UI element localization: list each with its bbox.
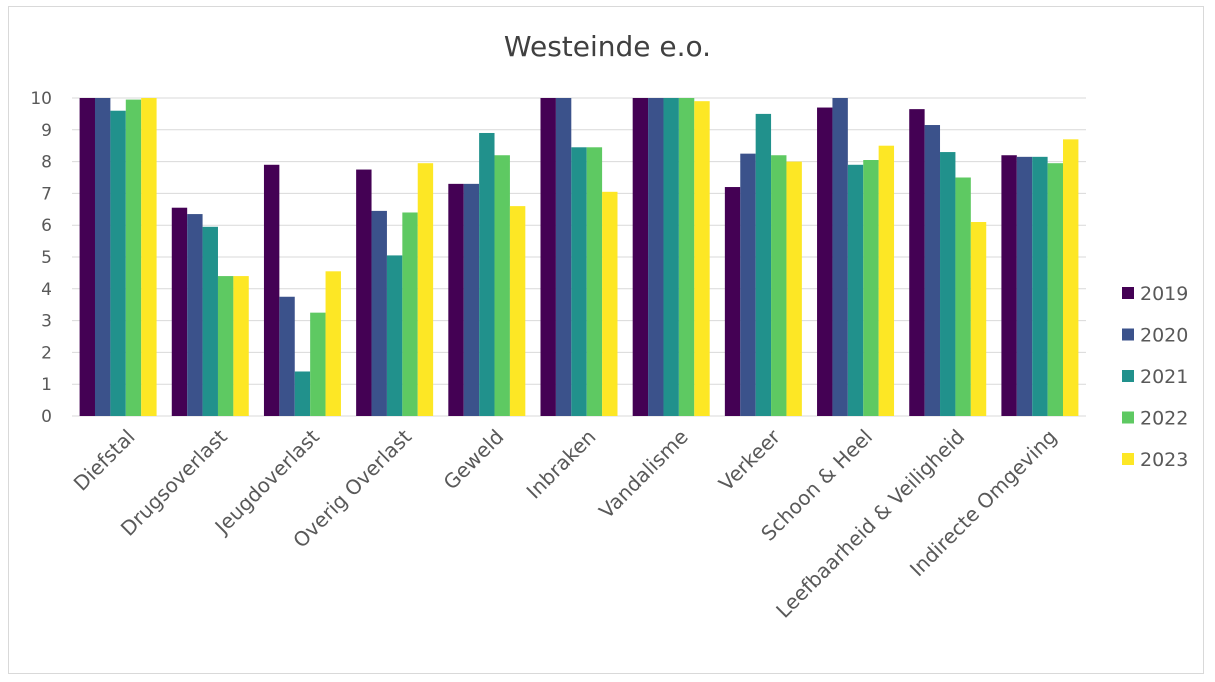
legend: 2019 2020 2021 2022 2023 [1122, 283, 1188, 471]
x-category-label: Verkeer [714, 424, 786, 496]
y-tick-label: 8 [41, 153, 52, 173]
bar-2020-7 [740, 153, 756, 416]
bar-2019-9 [909, 109, 925, 416]
bar-2022-10 [1047, 163, 1064, 416]
y-tick-label: 4 [41, 280, 52, 300]
y-tick-label: 7 [41, 184, 52, 204]
bar-2023-0 [141, 98, 157, 416]
bar-2023-8 [878, 145, 895, 416]
bar-2020-8 [832, 98, 848, 416]
legend-swatch-2019 [1122, 287, 1134, 299]
bar-2019-1 [171, 207, 188, 416]
legend-swatch-2020 [1122, 328, 1134, 341]
bar-2020-4 [463, 183, 480, 416]
bar-2019-6 [632, 98, 649, 416]
bar-2021-6 [663, 98, 679, 416]
bar-2021-7 [755, 113, 772, 417]
bar-2022-5 [586, 147, 603, 417]
bar-2019-8 [817, 107, 833, 416]
bar-2019-7 [724, 187, 741, 416]
y-tick-label: 5 [41, 248, 52, 268]
legend-label: 2021 [1140, 366, 1188, 388]
y-tick-label: 0 [41, 407, 52, 427]
legend-label: 2019 [1140, 283, 1188, 305]
x-axis-labels: DiefstalDrugsoverlastJeugdoverlastOverig… [69, 424, 1062, 623]
chart-title: Westeinde e.o. [503, 30, 712, 63]
bar-2019-2 [263, 164, 280, 416]
legend-swatch-2023 [1122, 453, 1134, 465]
bar-2019-10 [1001, 155, 1017, 417]
bar-2023-6 [694, 101, 710, 417]
x-category-label: Leefbaarheid & Veiligheid [771, 425, 969, 623]
bar-2023-3 [417, 163, 434, 416]
x-category-label: Vandalisme [594, 425, 693, 524]
bar-2022-7 [771, 155, 787, 417]
legend-swatch-2022 [1122, 411, 1134, 424]
bar-2021-5 [571, 147, 587, 417]
legend-label: 2020 [1140, 325, 1188, 347]
bar-2023-4 [509, 206, 526, 416]
bar-2021-3 [386, 255, 403, 416]
legend-label: 2022 [1140, 408, 1188, 430]
y-tick-label: 3 [41, 312, 52, 332]
bar-2022-4 [494, 155, 510, 417]
bars [79, 98, 1079, 417]
bar-2020-9 [924, 125, 941, 416]
y-tick-label: 9 [41, 121, 52, 141]
y-tick-label: 10 [30, 89, 52, 109]
bar-2019-0 [79, 98, 95, 416]
bar-2022-6 [678, 98, 695, 416]
bar-2023-1 [233, 276, 249, 416]
bar-2021-2 [294, 371, 311, 416]
bar-2022-1 [217, 276, 234, 416]
bar-2021-10 [1032, 156, 1048, 416]
bar-2023-5 [602, 191, 618, 416]
bar-2022-8 [863, 160, 879, 416]
bar-2020-10 [1016, 156, 1033, 416]
bar-2023-9 [970, 222, 987, 416]
bar-2023-2 [325, 271, 341, 416]
y-tick-label: 2 [41, 343, 52, 363]
bar-2021-8 [847, 164, 864, 416]
bar-2020-0 [94, 98, 111, 416]
x-category-label: Geweld [439, 425, 509, 495]
bar-2021-1 [202, 226, 218, 416]
bar-2021-4 [479, 132, 495, 417]
bar-2019-4 [448, 183, 464, 416]
legend-label: 2023 [1140, 449, 1188, 471]
bar-2020-6 [648, 98, 664, 416]
bar-2023-10 [1063, 139, 1079, 416]
bar-2022-0 [125, 99, 142, 416]
bar-2019-3 [356, 169, 372, 416]
bar-2020-2 [279, 296, 295, 416]
bar-2021-9 [940, 152, 956, 416]
bar-2020-1 [187, 214, 203, 416]
bar-2019-5 [540, 98, 556, 416]
y-tick-label: 1 [41, 375, 52, 395]
x-category-label: Inbraken [522, 425, 601, 504]
bar-2020-5 [555, 98, 572, 416]
x-category-label: Diefstal [69, 425, 140, 496]
bar-2022-3 [402, 212, 418, 416]
bar-2022-2 [310, 312, 326, 416]
bar-2020-3 [371, 210, 387, 416]
bar-2023-7 [786, 161, 802, 416]
bar-2021-0 [110, 110, 126, 416]
y-axis-ticks: 0 1 2 3 4 5 6 7 8 9 10 [30, 89, 52, 427]
y-tick-label: 6 [41, 216, 52, 236]
legend-swatch-2021 [1122, 370, 1134, 382]
bar-2022-9 [955, 177, 971, 416]
